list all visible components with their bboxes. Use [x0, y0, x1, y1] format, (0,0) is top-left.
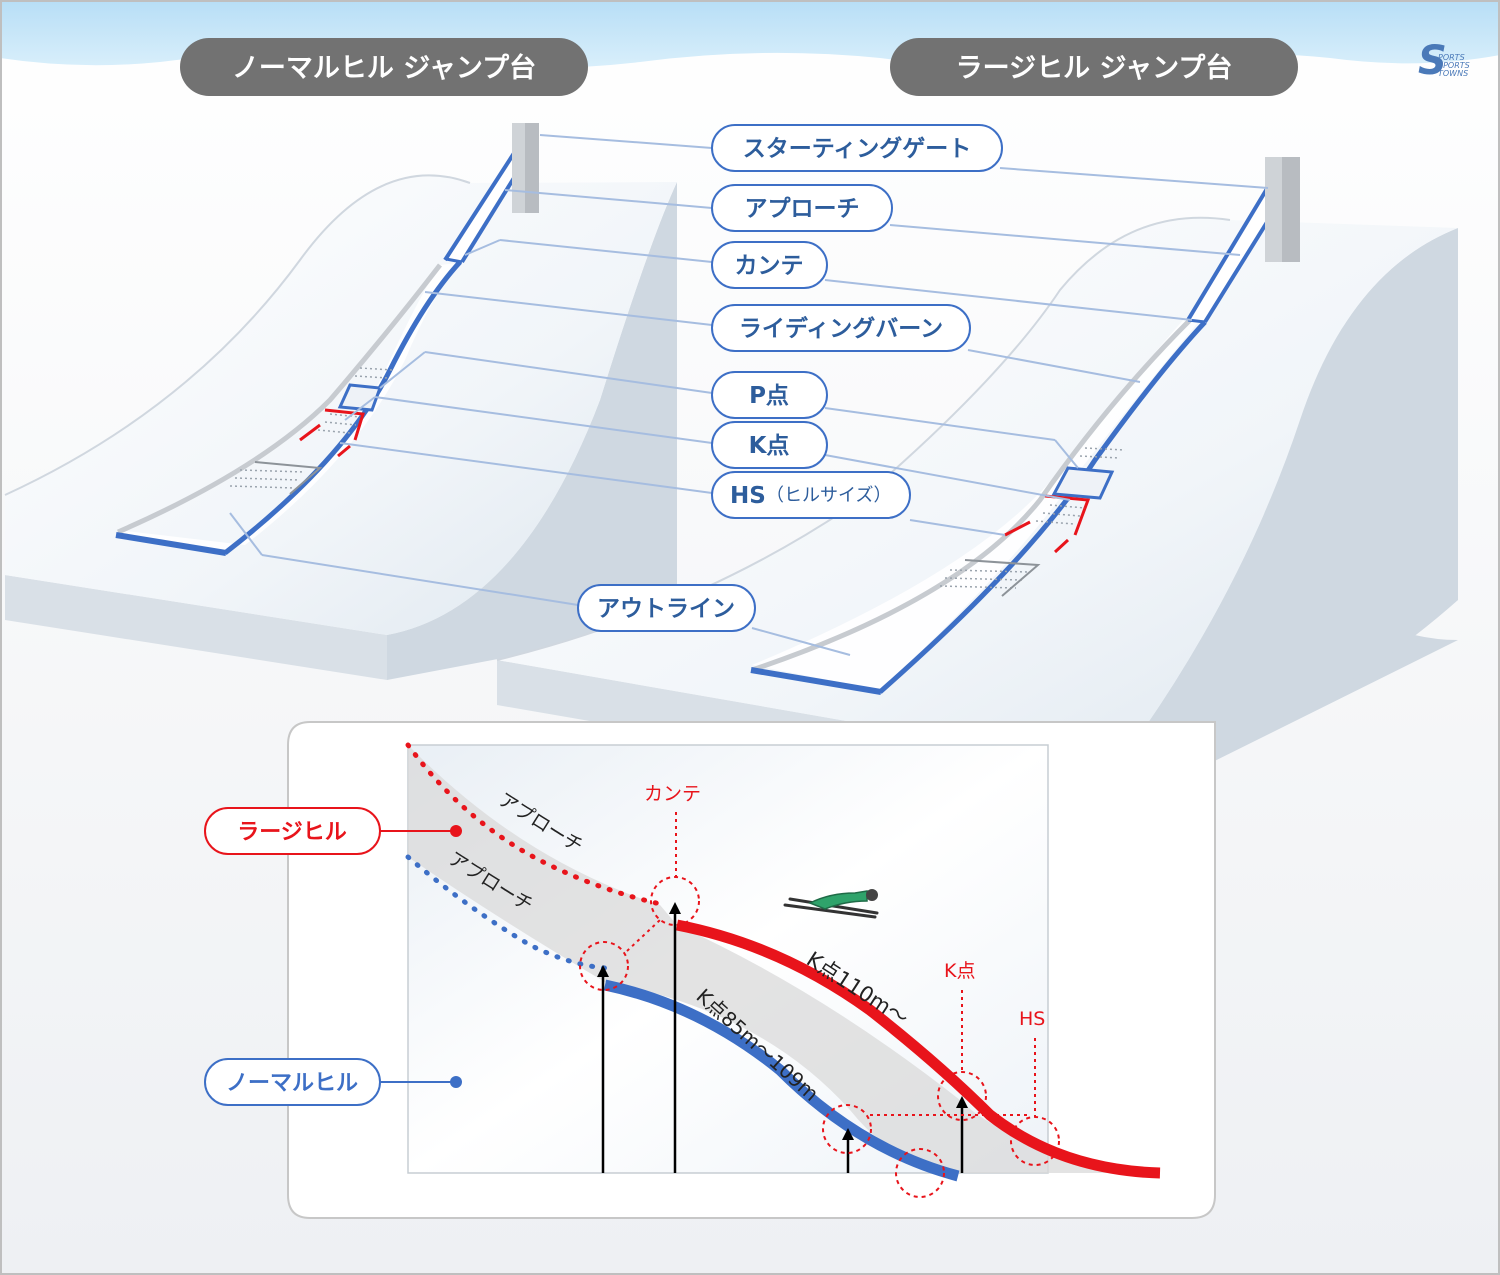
ski-jumper-icon	[783, 889, 879, 919]
svg-text:TOWNS: TOWNS	[1438, 69, 1468, 78]
label-hs: HS （ヒルサイズ）	[711, 471, 911, 519]
legend-large-hill: ラージヒル	[204, 807, 462, 855]
normal-hill-title: ノーマルヒル ジャンプ台	[180, 38, 588, 96]
svg-text:アプローチ: アプローチ	[745, 196, 860, 222]
svg-text:スターティングゲート: スターティングゲート	[743, 135, 972, 162]
svg-text:ノーマルヒル: ノーマルヒル	[226, 1071, 358, 1096]
svg-text:アウトライン: アウトライン	[597, 596, 735, 622]
label-k-point: K点	[711, 421, 828, 469]
svg-text:ラージヒル: ラージヒル	[237, 820, 347, 845]
svg-text:カンテ: カンテ	[644, 783, 701, 805]
label-p-point: P点	[711, 371, 828, 419]
large-hill-title: ラージヒル ジャンプ台	[890, 38, 1298, 96]
svg-text:SPORTS: SPORTS	[1438, 61, 1470, 70]
normal-approach-dotted	[405, 854, 608, 971]
normal-p-marker	[337, 383, 383, 412]
label-approach: アプローチ	[711, 184, 893, 232]
svg-text:P点: P点	[749, 383, 789, 409]
normal-hill-3d	[4, 123, 677, 680]
normal-k-marker	[299, 408, 365, 458]
svg-text:（ヒルサイズ）: （ヒルサイズ）	[766, 485, 891, 506]
legend-normal-hill: ノーマルヒル	[204, 1058, 462, 1106]
svg-text:K点: K点	[749, 433, 790, 459]
svg-text:PORTS: PORTS	[1438, 53, 1465, 62]
sports-towns-logo: S PORTS SPORTS TOWNS	[1418, 38, 1470, 84]
normal-landing-line	[603, 979, 960, 1182]
svg-text:S: S	[1418, 38, 1447, 84]
connector-lines	[229, 134, 1269, 656]
svg-text:ラージヒル ジャンプ台: ラージヒル ジャンプ台	[956, 52, 1233, 84]
svg-text:HS: HS	[730, 483, 766, 509]
profile-panel: アプローチ アプローチ カンテ K点110m～ K点85m～109m K点 HS…	[204, 721, 1216, 1219]
label-starting-gate: スターティングゲート	[711, 124, 1003, 172]
svg-text:カンテ: カンテ	[735, 253, 804, 279]
large-landing-line	[675, 919, 1161, 1179]
label-kante: カンテ	[711, 241, 828, 289]
large-p-marker	[1051, 466, 1115, 500]
svg-text:K点: K点	[944, 960, 975, 982]
svg-text:ライディングバーン: ライディングバーン	[739, 315, 943, 342]
label-riding-bahn: ライディングバーン	[711, 304, 971, 352]
svg-text:HS: HS	[1019, 1008, 1045, 1030]
svg-text:ノーマルヒル ジャンプ台: ノーマルヒル ジャンプ台	[232, 52, 536, 84]
label-outline: アウトライン	[577, 584, 756, 632]
